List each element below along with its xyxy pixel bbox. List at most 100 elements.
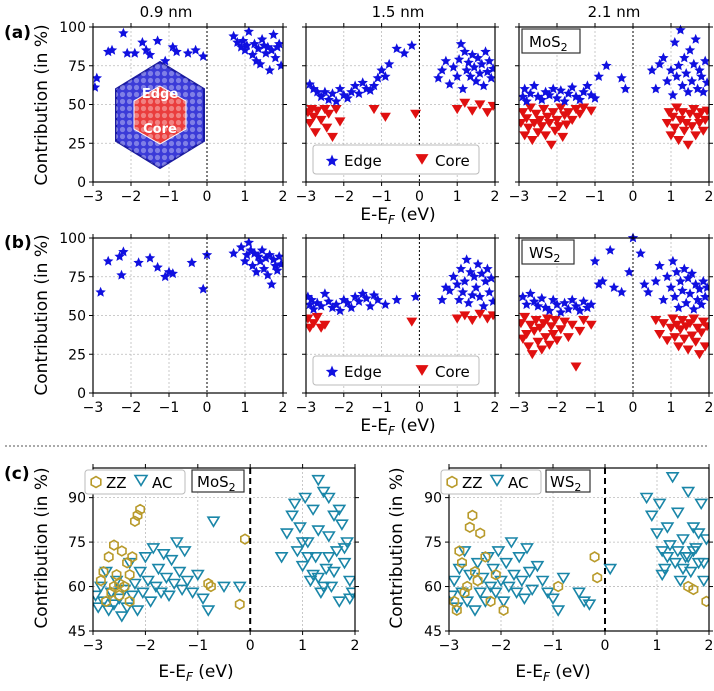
marker-core bbox=[538, 105, 550, 115]
marker-core bbox=[459, 311, 471, 321]
marker-core bbox=[676, 316, 688, 326]
marker-ac bbox=[156, 548, 171, 561]
y-tick-label: 45 bbox=[424, 624, 442, 640]
marker-edge bbox=[260, 47, 272, 58]
y-tick-label: 90 bbox=[68, 491, 86, 507]
marker-edge bbox=[536, 94, 547, 105]
xlabel-a: E-EF (eV) bbox=[360, 205, 435, 227]
x-tick-label: 1 bbox=[298, 638, 307, 654]
marker-edge bbox=[247, 260, 258, 271]
marker-edge bbox=[346, 302, 357, 313]
y-tick-label: 75 bbox=[68, 535, 86, 551]
marker-core bbox=[487, 101, 495, 111]
marker-edge bbox=[486, 72, 495, 83]
marker-ac bbox=[337, 557, 352, 570]
marker-edge bbox=[258, 263, 270, 274]
marker-zz bbox=[95, 574, 106, 587]
marker-edge bbox=[675, 275, 686, 286]
marker-ac bbox=[683, 566, 698, 579]
marker-edge bbox=[551, 92, 563, 103]
marker-core bbox=[528, 119, 540, 128]
marker-edge bbox=[455, 263, 467, 274]
svg-text:MoS2: MoS2 bbox=[197, 473, 236, 494]
marker-core bbox=[688, 105, 700, 115]
marker-core bbox=[585, 106, 597, 116]
marker-edge bbox=[665, 282, 677, 292]
marker-ac bbox=[696, 557, 709, 570]
marker-zz bbox=[456, 557, 468, 569]
x-tick-label: −2 bbox=[491, 638, 512, 654]
marker-ac bbox=[540, 587, 555, 599]
marker-core bbox=[555, 325, 567, 335]
x-tick-label: −3 bbox=[509, 400, 530, 416]
marker-core bbox=[562, 108, 574, 118]
marker-core bbox=[540, 131, 552, 141]
marker-ac bbox=[504, 537, 519, 549]
svg-text:MoS2: MoS2 bbox=[529, 33, 568, 54]
marker-core bbox=[466, 316, 478, 326]
marker-edge bbox=[461, 64, 472, 75]
marker-core bbox=[570, 105, 582, 115]
marker-ac bbox=[582, 599, 597, 611]
marker-edge bbox=[662, 271, 673, 282]
marker-edge bbox=[266, 44, 277, 55]
y-tick-label: 50 bbox=[68, 98, 86, 114]
marker-edge bbox=[487, 63, 495, 74]
column-title-2: 2.1 nm bbox=[588, 3, 641, 21]
marker-edge bbox=[255, 255, 266, 266]
marker-ac bbox=[141, 575, 155, 588]
marker-ac bbox=[668, 557, 683, 570]
marker-core bbox=[690, 131, 702, 141]
marker-edge bbox=[436, 294, 448, 305]
legend-c1: ZZ AC bbox=[84, 469, 186, 495]
marker-ac bbox=[151, 563, 166, 576]
marker-core bbox=[532, 337, 544, 347]
legend-edge-marker-b bbox=[325, 365, 339, 378]
marker-ac bbox=[494, 575, 508, 588]
marker-ac bbox=[342, 575, 355, 588]
marker-edge bbox=[399, 47, 410, 58]
marker-edge bbox=[463, 297, 474, 308]
marker-ac bbox=[146, 543, 161, 555]
marker-edge bbox=[275, 258, 283, 269]
marker-edge bbox=[665, 64, 677, 75]
marker-edge bbox=[682, 86, 694, 97]
marker-edge bbox=[365, 85, 376, 95]
marker-core bbox=[578, 316, 590, 326]
marker-core bbox=[545, 322, 557, 332]
marker-ac bbox=[691, 528, 706, 540]
marker-core bbox=[487, 311, 495, 321]
xlabel-c1: E-EF (eV) bbox=[158, 662, 233, 684]
marker-ac bbox=[535, 575, 550, 588]
marker-edge bbox=[391, 294, 402, 305]
marker-edge bbox=[480, 275, 491, 286]
marker-ac bbox=[332, 504, 347, 516]
marker-ac bbox=[639, 492, 654, 505]
marker-core bbox=[536, 122, 548, 132]
marker-edge bbox=[106, 44, 118, 55]
marker-edge bbox=[93, 72, 102, 83]
marker-core bbox=[686, 122, 698, 132]
marker-ac bbox=[530, 560, 545, 573]
marker-ac bbox=[316, 486, 331, 499]
marker-ac bbox=[520, 543, 534, 555]
marker-ac bbox=[499, 557, 514, 570]
marker-core bbox=[559, 317, 571, 327]
marker-ac bbox=[556, 572, 571, 585]
svg-text:WS2: WS2 bbox=[550, 473, 581, 494]
marker-edge bbox=[679, 52, 690, 63]
marker-ac bbox=[177, 546, 192, 558]
marker-ac bbox=[686, 546, 701, 558]
marker-edge bbox=[459, 46, 470, 57]
marker-edge bbox=[474, 291, 486, 302]
marker-core bbox=[551, 336, 563, 346]
marker-core bbox=[669, 123, 681, 133]
marker-edge bbox=[380, 71, 391, 81]
marker-zz bbox=[124, 595, 135, 608]
marker-edge bbox=[696, 71, 707, 81]
marker-ac bbox=[217, 581, 231, 594]
x-tick-label: 0 bbox=[601, 638, 610, 654]
marker-edge bbox=[478, 300, 489, 311]
marker-edge bbox=[701, 282, 709, 292]
marker-edge bbox=[315, 91, 327, 102]
